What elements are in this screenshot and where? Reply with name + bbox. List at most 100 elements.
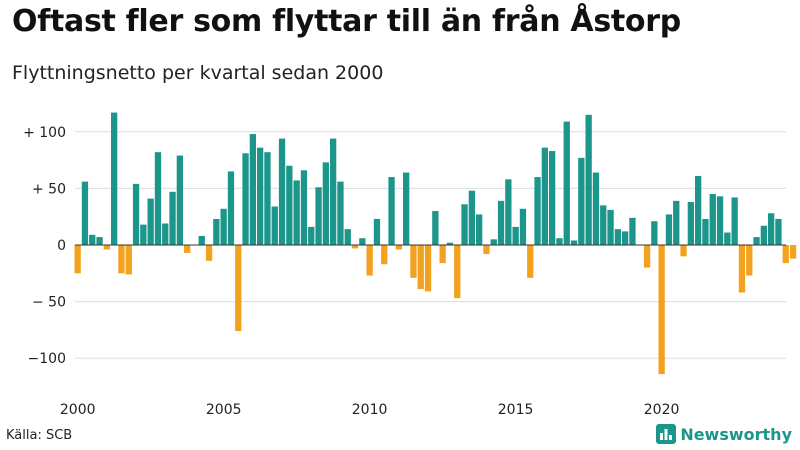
bar bbox=[541, 147, 548, 245]
bar bbox=[308, 226, 315, 245]
bar bbox=[446, 242, 454, 245]
bar bbox=[607, 209, 614, 245]
bar bbox=[337, 181, 344, 245]
bar bbox=[687, 201, 694, 245]
bar bbox=[366, 245, 373, 276]
bar bbox=[768, 213, 775, 245]
bar bbox=[527, 245, 534, 278]
bar bbox=[89, 234, 96, 245]
bar bbox=[432, 211, 439, 245]
bar bbox=[315, 187, 322, 245]
bar bbox=[176, 155, 183, 245]
bar bbox=[264, 152, 271, 245]
bar-chart-icon bbox=[656, 424, 677, 444]
bar bbox=[140, 224, 147, 245]
bar bbox=[417, 245, 424, 290]
y-tick-label: + 50 bbox=[32, 181, 66, 197]
x-tick-label: 2020 bbox=[644, 402, 680, 418]
chart-title: Oftast fler som flyttar till än från Åst… bbox=[12, 4, 681, 39]
chart-subtitle: Flyttningsnetto per kvartal sedan 2000 bbox=[12, 62, 384, 84]
bar bbox=[614, 229, 621, 245]
bar bbox=[600, 205, 607, 245]
bar bbox=[680, 245, 687, 257]
x-tick-label: 2000 bbox=[60, 402, 96, 418]
bar bbox=[373, 218, 381, 245]
bar bbox=[651, 221, 658, 245]
bar bbox=[249, 134, 256, 245]
bar bbox=[74, 245, 81, 274]
bar bbox=[716, 196, 724, 245]
bar bbox=[483, 245, 490, 255]
bar bbox=[476, 214, 483, 245]
bar bbox=[257, 147, 264, 245]
bar bbox=[381, 245, 388, 265]
bar bbox=[753, 237, 760, 245]
x-tick-label: 2005 bbox=[206, 402, 242, 418]
bar bbox=[154, 152, 162, 245]
bar bbox=[629, 217, 636, 245]
bar bbox=[198, 235, 205, 245]
bar bbox=[490, 239, 497, 245]
bar bbox=[169, 191, 176, 245]
bar bbox=[702, 218, 709, 245]
bar bbox=[760, 225, 767, 245]
bar bbox=[563, 121, 570, 245]
brand-logo[interactable]: Newsworthy bbox=[656, 424, 792, 444]
bar bbox=[388, 177, 395, 245]
bar bbox=[549, 151, 556, 245]
bar bbox=[658, 245, 665, 375]
bar bbox=[556, 238, 563, 245]
bar bbox=[410, 245, 417, 278]
x-tick-label: 2010 bbox=[352, 402, 388, 418]
y-axis-tick-labels: + 100 + 50 0 − 50 −100 bbox=[23, 125, 66, 367]
bar bbox=[534, 177, 541, 245]
bar bbox=[235, 245, 242, 332]
bar bbox=[111, 112, 118, 245]
bar bbox=[403, 172, 410, 245]
bar bbox=[220, 208, 227, 245]
bar bbox=[585, 114, 592, 245]
bar bbox=[351, 245, 359, 249]
bar bbox=[512, 226, 519, 245]
bar bbox=[519, 208, 527, 245]
bars bbox=[74, 112, 797, 375]
y-tick-label: − 50 bbox=[32, 295, 66, 311]
bar bbox=[227, 171, 235, 245]
bar bbox=[695, 175, 702, 245]
bar bbox=[359, 238, 366, 245]
x-tick-label: 2015 bbox=[498, 402, 534, 418]
source-note: Källa: SCB bbox=[6, 428, 73, 443]
bar bbox=[424, 245, 432, 292]
bar bbox=[468, 190, 475, 245]
bar bbox=[213, 218, 220, 245]
bar bbox=[673, 200, 680, 245]
bar bbox=[286, 165, 293, 245]
bar bbox=[242, 153, 249, 245]
bar bbox=[592, 172, 600, 245]
bar bbox=[81, 181, 89, 245]
bar bbox=[622, 231, 629, 245]
bar bbox=[322, 162, 329, 245]
bar bbox=[147, 198, 154, 245]
bar bbox=[118, 245, 125, 274]
y-tick-label: −100 bbox=[28, 351, 66, 367]
grid-lines bbox=[75, 131, 786, 359]
bar bbox=[103, 245, 110, 250]
bar bbox=[162, 223, 169, 245]
brand-name: Newsworthy bbox=[680, 424, 792, 444]
bar bbox=[782, 245, 789, 264]
bar bbox=[205, 245, 213, 261]
x-axis-tick-labels: 2000 2005 2010 2015 2020 bbox=[60, 402, 680, 418]
bar bbox=[439, 245, 446, 264]
bar bbox=[132, 183, 140, 245]
y-tick-label: 0 bbox=[57, 238, 66, 254]
y-tick-label: + 100 bbox=[23, 125, 66, 141]
bar bbox=[300, 170, 308, 245]
bar bbox=[505, 179, 512, 245]
bar bbox=[724, 232, 731, 245]
bar bbox=[184, 245, 191, 253]
bar bbox=[344, 229, 351, 245]
bar bbox=[125, 245, 132, 275]
bar bbox=[278, 138, 286, 245]
